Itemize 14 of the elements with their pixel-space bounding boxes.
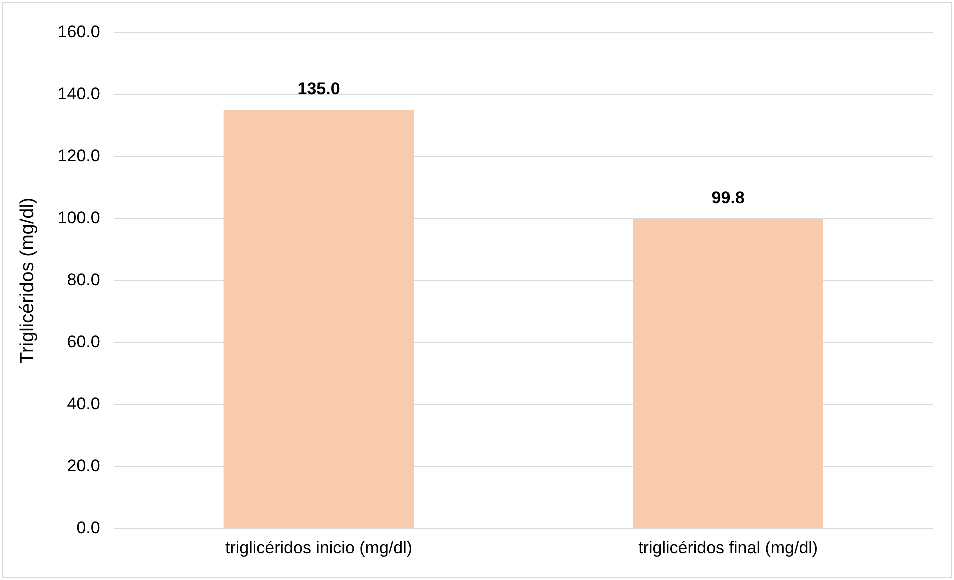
y-tick-label: 140.0	[58, 84, 100, 104]
data-label: 135.0	[298, 80, 340, 99]
y-tick-label: 100.0	[58, 208, 100, 228]
y-tick-label: 120.0	[58, 146, 100, 166]
y-tick-label: 40.0	[67, 394, 100, 414]
y-tick-label: 80.0	[67, 270, 100, 290]
y-axis-title: Triglicéridos (mg/dl)	[18, 198, 39, 364]
y-tick-label: 160.0	[58, 22, 100, 42]
data-label: 99.8	[712, 188, 745, 208]
x-tick-label: triglicéridos inicio (mg/dl)	[225, 538, 413, 558]
x-tick-label: triglicéridos final (mg/dl)	[638, 538, 818, 558]
y-tick-label: 60.0	[67, 332, 100, 352]
y-tick-label: 0.0	[76, 518, 100, 538]
y-tick-label: 20.0	[67, 456, 100, 476]
